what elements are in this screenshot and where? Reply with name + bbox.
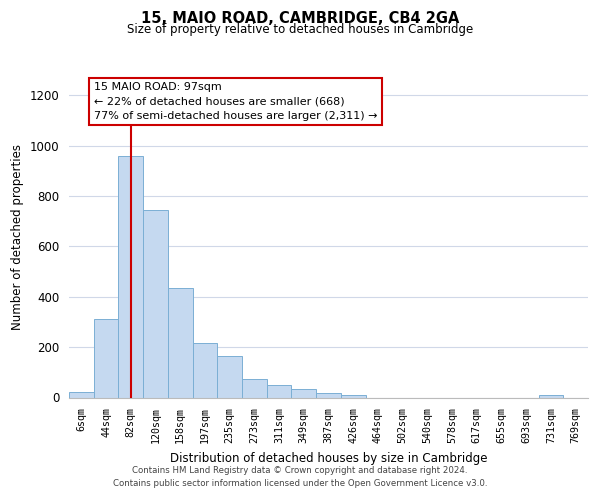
Bar <box>168 288 193 398</box>
Bar <box>267 386 292 398</box>
Bar <box>94 320 118 398</box>
Bar <box>539 395 563 398</box>
Bar <box>316 393 341 398</box>
Bar <box>217 356 242 398</box>
Bar <box>341 396 365 398</box>
Y-axis label: Number of detached properties: Number of detached properties <box>11 144 24 330</box>
Bar <box>143 210 168 398</box>
Bar <box>292 389 316 398</box>
Text: 15 MAIO ROAD: 97sqm
← 22% of detached houses are smaller (668)
77% of semi-detac: 15 MAIO ROAD: 97sqm ← 22% of detached ho… <box>94 82 377 121</box>
Bar <box>118 156 143 398</box>
Text: Contains HM Land Registry data © Crown copyright and database right 2024.
Contai: Contains HM Land Registry data © Crown c… <box>113 466 487 487</box>
Bar <box>193 344 217 398</box>
X-axis label: Distribution of detached houses by size in Cambridge: Distribution of detached houses by size … <box>170 452 487 464</box>
Text: Size of property relative to detached houses in Cambridge: Size of property relative to detached ho… <box>127 22 473 36</box>
Text: 15, MAIO ROAD, CAMBRIDGE, CB4 2GA: 15, MAIO ROAD, CAMBRIDGE, CB4 2GA <box>141 11 459 26</box>
Bar <box>242 378 267 398</box>
Bar <box>69 392 94 398</box>
